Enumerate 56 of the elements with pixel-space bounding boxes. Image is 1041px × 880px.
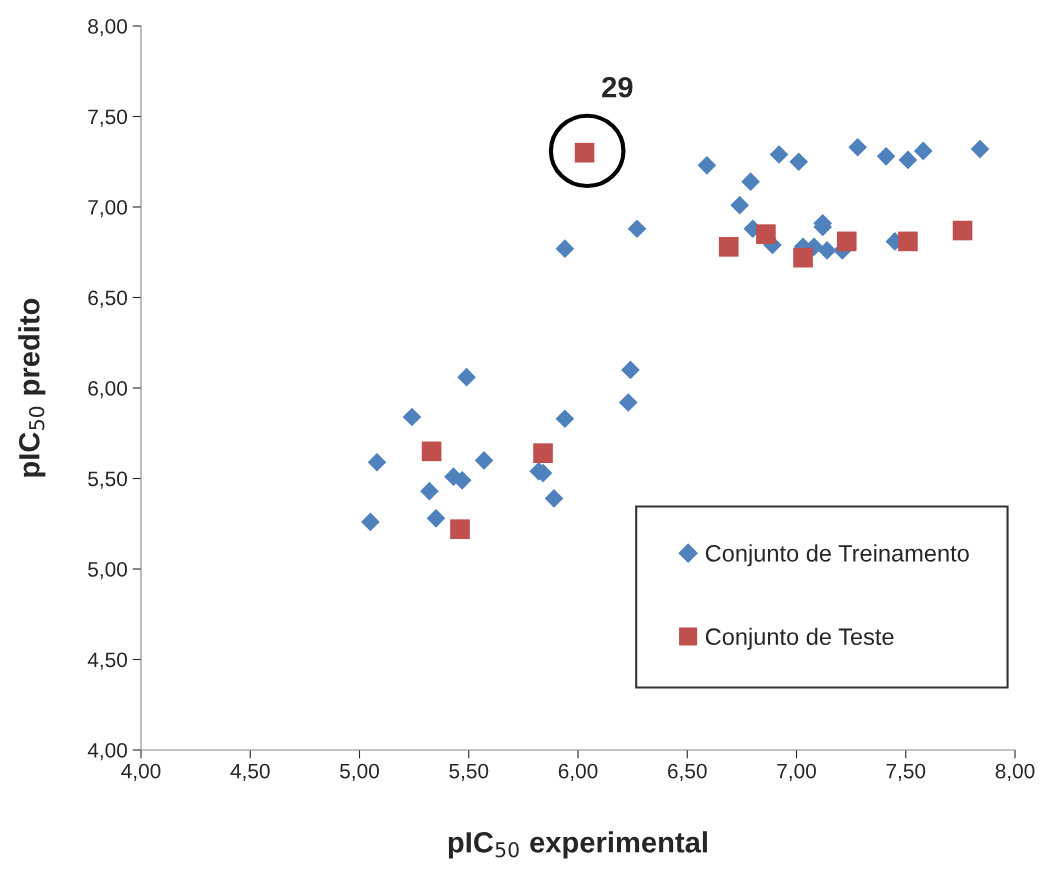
- point: [741, 172, 760, 191]
- x-tick-label: 8,00: [995, 763, 1035, 781]
- y-tick-label: 4,00: [87, 743, 127, 761]
- legend-label: Conjunto de Treinamento: [705, 544, 969, 567]
- point: [421, 441, 442, 462]
- point: [913, 141, 933, 161]
- y-tick-label: 7,50: [88, 109, 127, 127]
- point: [474, 451, 494, 470]
- point: [533, 443, 553, 463]
- legend-label: Conjunto de Teste: [705, 627, 894, 650]
- x-tick-label: 5,00: [340, 763, 379, 781]
- y-tick-label: 7,00: [88, 200, 127, 218]
- point: [718, 237, 739, 257]
- y-tick-label: 5,00: [88, 562, 127, 580]
- point: [544, 489, 564, 508]
- point: [793, 247, 813, 268]
- x-tick-label: 4,00: [121, 763, 161, 781]
- y-axis-title: pIC$_{50}$ predito: [18, 298, 46, 477]
- x-tick-label: 5,50: [449, 763, 489, 781]
- y-tick-label: 6,50: [88, 290, 127, 308]
- point: [457, 367, 476, 387]
- x-axis-title: pIC$_{50}$ experimental: [448, 831, 707, 859]
- point: [756, 224, 776, 244]
- point: [627, 219, 647, 239]
- point: [402, 407, 422, 427]
- x-tick-label: 7,50: [886, 763, 926, 781]
- point: [898, 231, 918, 252]
- point: [697, 156, 717, 175]
- y-tick-label: 4,50: [87, 652, 127, 670]
- point: [970, 139, 990, 159]
- y-tick-label: 8,00: [88, 19, 127, 37]
- point: [848, 137, 867, 157]
- x-tick-label: 4,50: [230, 763, 270, 781]
- point: [555, 239, 575, 258]
- point: [555, 409, 575, 429]
- point: [450, 519, 470, 539]
- point: [618, 393, 638, 412]
- point: [621, 360, 640, 380]
- point: [361, 512, 380, 532]
- point: [420, 481, 439, 501]
- point: [730, 195, 750, 215]
- y-tick-label: 6,00: [88, 381, 127, 399]
- point: [789, 152, 808, 172]
- point: [769, 145, 789, 164]
- point: [876, 147, 896, 166]
- annotation: 29: [602, 76, 633, 98]
- x-tick-label: 6,50: [668, 763, 707, 781]
- point: [426, 509, 446, 528]
- point: [367, 452, 387, 472]
- point: [836, 231, 857, 252]
- point: [898, 150, 918, 170]
- point: [952, 220, 973, 241]
- point: [817, 241, 837, 260]
- x-tick-label: 7,00: [777, 763, 816, 781]
- x-tick-label: 6,00: [558, 763, 598, 781]
- y-tick-label: 5,50: [88, 471, 127, 489]
